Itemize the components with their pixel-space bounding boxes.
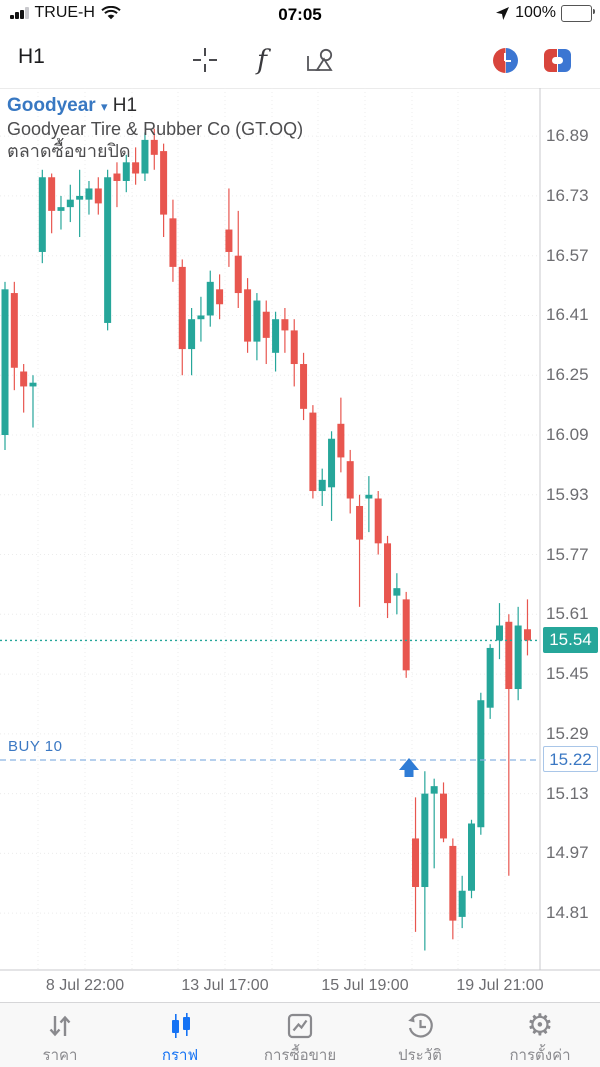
battery-percent-label: 100% (515, 4, 556, 21)
tab-label: ประวัติ (398, 1047, 442, 1064)
price-tick-label: 16.41 (546, 305, 589, 325)
tab-history[interactable]: ประวัติ (360, 1003, 480, 1067)
cellular-signal-icon (10, 7, 29, 19)
price-tick-label: 15.77 (546, 544, 589, 564)
quotes-arrows-icon (45, 1010, 75, 1042)
candlestick-icon (165, 1010, 195, 1042)
bottom-tab-bar: ราคา กราฟ (0, 1002, 600, 1067)
current-price-badge: 15.54 (543, 627, 598, 653)
trade-chart-icon (285, 1010, 315, 1042)
price-tick-label: 15.13 (546, 783, 589, 803)
new-order-icon[interactable] (541, 44, 573, 76)
price-tick-label: 16.25 (546, 365, 589, 385)
indicators-function-icon[interactable]: f (257, 44, 267, 76)
time-tick-label: 15 Jul 19:00 (321, 977, 409, 994)
buy-order-price-badge: 15.22 (543, 746, 598, 772)
carrier-label: TRUE-H (34, 4, 95, 21)
tab-settings[interactable]: ⚙ การตั้งค่า (480, 1003, 600, 1067)
price-tick-label: 16.89 (546, 126, 589, 146)
crosshair-icon[interactable] (189, 44, 221, 76)
time-tick-label: 19 Jul 21:00 (456, 977, 544, 994)
clock-time: 07:05 (278, 5, 322, 24)
price-tick-label: 15.93 (546, 484, 589, 504)
status-bar: TRUE-H 07:05 100% (0, 0, 600, 30)
chart-toolbar: H1 f (0, 30, 600, 89)
timeframe-button[interactable]: H1 (18, 45, 45, 68)
tab-label: การซื้อขาย (263, 1047, 337, 1064)
battery-icon (561, 4, 595, 22)
tab-trade[interactable]: การซื้อขาย (240, 1003, 360, 1067)
time-tick-label: 8 Jul 22:00 (45, 977, 125, 994)
tab-label: กราฟ (161, 1047, 199, 1064)
price-tick-label: 15.61 (546, 604, 589, 624)
price-tick-label: 16.09 (546, 425, 589, 444)
objects-icon[interactable] (304, 44, 336, 76)
price-tick-label: 15.29 (546, 723, 589, 743)
wifi-icon (101, 5, 121, 19)
price-tick-label: 15.45 (546, 664, 589, 684)
tab-quotes[interactable]: ราคา (0, 1003, 120, 1067)
tab-chart[interactable]: กราฟ (120, 1003, 240, 1067)
chart-pan-area[interactable] (0, 88, 540, 970)
history-clock-icon (405, 1010, 435, 1042)
price-tick-label: 14.97 (546, 843, 589, 863)
buy-order-label[interactable]: BUY 10 (8, 738, 63, 755)
price-tick-label: 16.57 (546, 245, 589, 265)
trading-sessions-icon[interactable] (489, 44, 521, 76)
gear-icon: ⚙ (526, 1008, 554, 1043)
time-tick-label: 13 Jul 17:00 (181, 977, 269, 994)
price-tick-label: 16.73 (546, 185, 589, 205)
location-arrow-icon (496, 6, 510, 20)
tab-label: การตั้งค่า (509, 1047, 571, 1064)
tab-label: ราคา (42, 1047, 78, 1064)
price-tick-label: 14.81 (546, 903, 589, 923)
